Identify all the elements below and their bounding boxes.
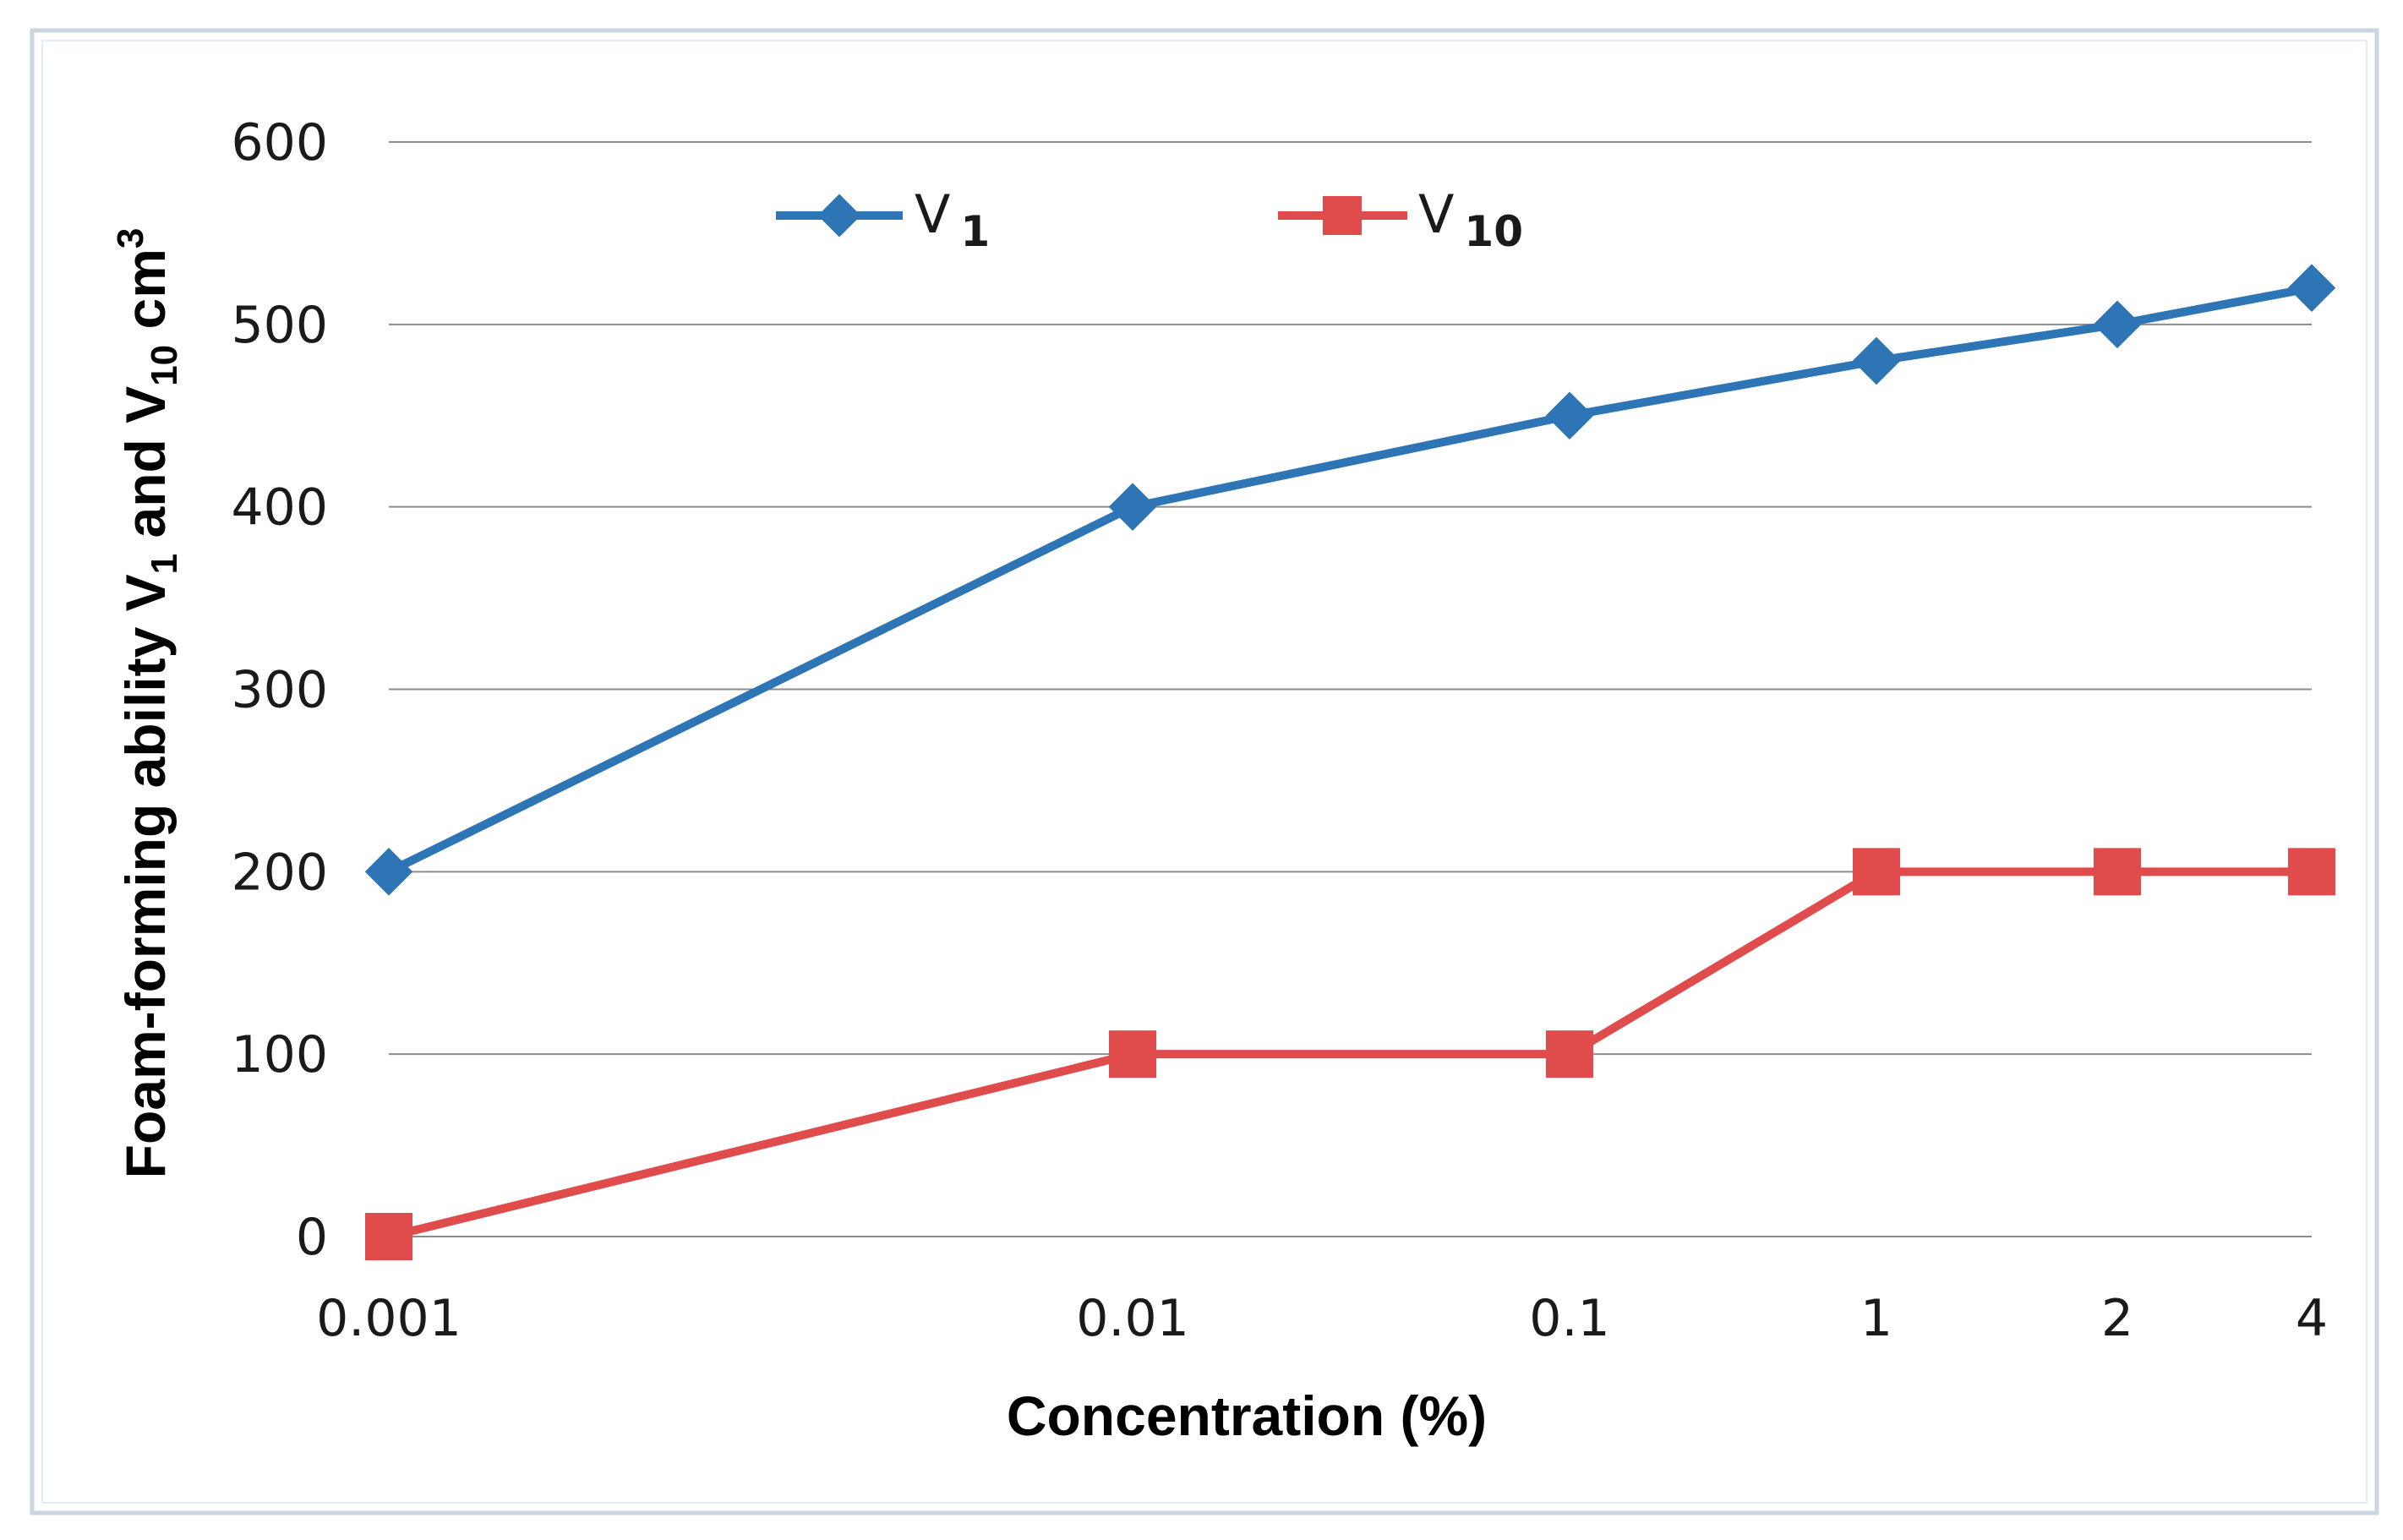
point-V10-0.1 [1546,1030,1593,1079]
x-tick-label-0.001: 0.001 [316,1289,461,1348]
point-V1-1 [1852,336,1901,385]
x-tick-label-0.01: 0.01 [1076,1289,1189,1348]
y-axis-title-sup: 3 [110,228,151,248]
x-tick-label-0.1: 0.1 [1529,1289,1609,1348]
point-V10-4 [2288,848,2335,896]
chart-border [30,28,2379,1515]
x-axis-title: Concentration (%) [1007,1384,1487,1447]
point-V1-0.1 [1545,391,1594,440]
y-axis-title-sub1: 1 [144,554,185,574]
legend-marker-v10 [1323,196,1362,235]
series-V10 [365,848,2335,1260]
series-line-V10 [387,867,2312,1241]
point-V10-2 [2094,848,2141,896]
point-V10-0.01 [1109,1030,1156,1079]
point-V10-1 [1853,848,1900,896]
series-line-V1 [386,283,2313,876]
legend-label-v10-base: V [1418,183,1454,245]
legend-label-v1-sub: 1 [960,207,990,256]
point-V1-0.01 [1108,483,1157,531]
y-axis-title-mid: and V [114,386,177,554]
series-V1 [364,264,2336,896]
y-axis-title-unit: cm [114,248,177,345]
x-tick-label-4: 4 [2296,1289,2328,1348]
x-tick-label-1: 1 [1860,1289,1892,1348]
point-V1-2 [2093,300,2142,349]
point-V1-4 [2287,264,2336,312]
y-tick-label-600: 600 [231,113,328,172]
y-axis-title: Foam-forming ability V1 and V10 cm3 [110,228,185,1179]
y-tick-label-0: 0 [296,1208,328,1267]
legend-label-v10: V 10 [1418,183,1523,256]
y-axis-title-sub2: 10 [144,345,185,386]
y-tick-label-300: 300 [231,661,328,720]
y-tick-label-200: 200 [231,843,328,902]
legend-label-v10-sub: 10 [1464,207,1523,256]
y-tick-labels: 0 100 200 300 400 500 600 [231,113,328,1267]
y-tick-label-100: 100 [231,1025,328,1084]
series-layer [364,264,2336,1260]
y-tick-label-500: 500 [231,296,328,355]
legend-label-v1-base: V [915,183,950,245]
x-tick-labels: 0.001 0.01 0.1 1 2 4 [316,1289,2328,1348]
y-axis-title-prefix: Foam-forming ability V [114,574,177,1178]
chart-border-inner [41,40,2368,1504]
x-tick-label-2: 2 [2101,1289,2133,1348]
point-V10-0.001 [365,1213,412,1260]
legend-marker-v1 [817,194,861,238]
y-tick-label-400: 400 [231,478,328,538]
point-V1-0.001 [364,848,413,896]
